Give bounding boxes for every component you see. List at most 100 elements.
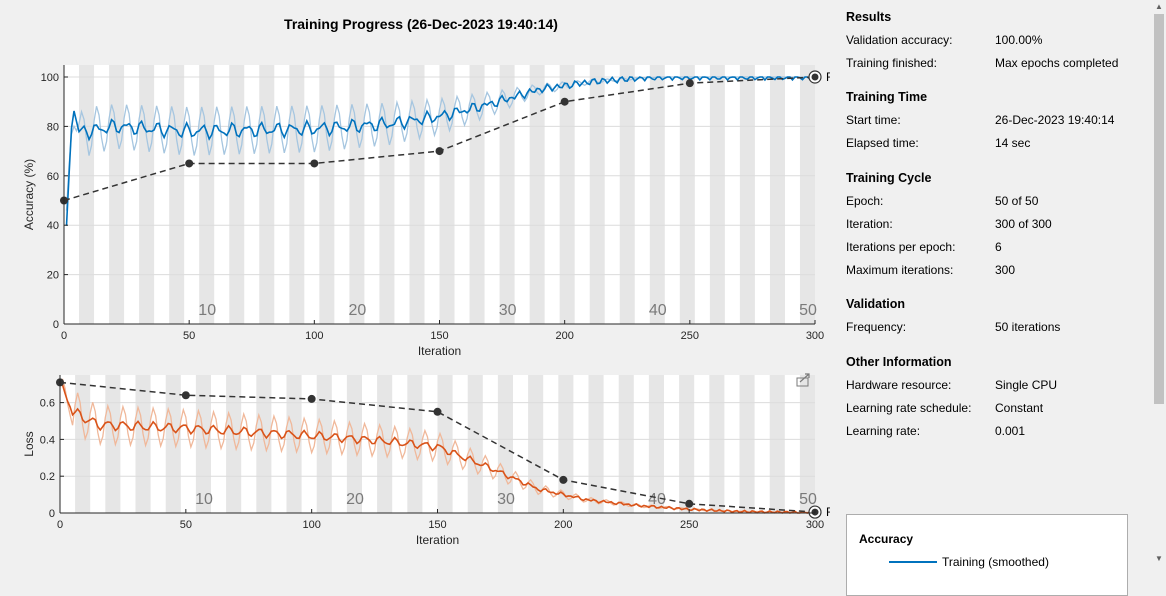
info-label: Maximum iterations:: [846, 263, 954, 277]
legend: Accuracy Training (smoothed): [846, 514, 1128, 596]
validation-point: [685, 499, 694, 508]
validation-point: [185, 159, 194, 168]
legend-title: Accuracy: [859, 532, 914, 546]
epoch-band: [649, 65, 665, 324]
vertical-scrollbar[interactable]: ▲ ▼: [1152, 0, 1166, 568]
y-tick-label: 0.4: [40, 434, 55, 446]
section-title: Validation: [846, 297, 906, 311]
epoch-band: [199, 65, 215, 324]
info-value: 14 sec: [995, 136, 1031, 150]
epoch-band: [467, 375, 483, 513]
x-tick-label: 200: [555, 330, 573, 342]
epoch-label: 20: [346, 491, 364, 508]
validation-point: [559, 475, 568, 484]
epoch-band: [588, 375, 604, 513]
y-tick-label: 0.2: [40, 471, 55, 483]
y-tick-label: 0: [53, 319, 59, 331]
info-value: 6: [995, 240, 1002, 254]
validation-point: [307, 394, 316, 403]
x-axis-label: Iteration: [418, 344, 461, 358]
x-tick-label: 100: [302, 519, 320, 531]
validation-point: [181, 391, 190, 400]
arrow-down-icon[interactable]: ▼: [1155, 554, 1163, 563]
info-label: Learning rate schedule:: [846, 401, 972, 415]
info-value: 50 of 50: [995, 194, 1039, 208]
y-axis-label: Accuracy (%): [22, 159, 36, 230]
epoch-band: [769, 65, 785, 324]
info-value: Single CPU: [995, 378, 1058, 392]
epoch-label: 40: [648, 491, 666, 508]
y-axis-label: Loss: [22, 431, 36, 456]
export-icon[interactable]: [796, 373, 810, 387]
y-tick-label: 60: [47, 171, 59, 183]
x-tick-label: 50: [180, 519, 192, 531]
epoch-label: 10: [198, 302, 216, 319]
epoch-band: [319, 65, 335, 324]
section-title: Training Cycle: [846, 171, 932, 185]
chart-title: Training Progress (26-Dec-2023 19:40:14): [284, 16, 558, 32]
epoch-band: [528, 375, 544, 513]
epoch-band: [469, 65, 485, 324]
epoch-label: 50: [799, 302, 817, 319]
info-label: Iteration:: [846, 217, 893, 231]
epoch-band: [799, 375, 815, 513]
epoch-label: 30: [497, 491, 515, 508]
epoch-band: [139, 65, 155, 324]
info-value: 26-Dec-2023 19:40:14: [995, 113, 1115, 127]
epoch-band: [135, 375, 151, 513]
validation-point: [685, 79, 694, 88]
section-title: Other Information: [846, 355, 952, 369]
x-tick-label: 150: [428, 519, 446, 531]
training-charts: 1020304050Final0501001502002503000204060…: [22, 65, 830, 547]
arrow-up-icon[interactable]: ▲: [1155, 2, 1163, 11]
export-icon-box: [796, 377, 809, 387]
epoch-band: [559, 65, 575, 324]
final-marker-dot: [811, 73, 819, 81]
epoch-band: [105, 375, 121, 513]
y-tick-label: 20: [47, 270, 59, 282]
epoch-band: [379, 65, 395, 324]
epoch-band: [165, 375, 181, 513]
epoch-band: [259, 65, 275, 324]
info-value: 300: [995, 263, 1016, 277]
x-tick-label: 100: [305, 330, 323, 342]
y-tick-label: 0: [49, 508, 55, 520]
info-value: 100.00%: [995, 33, 1043, 47]
epoch-band: [439, 65, 455, 324]
info-value: 50 iterations: [995, 320, 1061, 334]
epoch-band: [499, 65, 515, 324]
epoch-band: [709, 65, 725, 324]
info-label: Start time:: [846, 113, 901, 127]
x-tick-label: 250: [681, 330, 699, 342]
validation-point: [310, 159, 319, 168]
x-tick-label: 200: [554, 519, 572, 531]
info-label: Elapsed time:: [846, 136, 919, 150]
legend-entry: Training (smoothed): [942, 555, 1049, 569]
epoch-label: 10: [195, 491, 213, 508]
validation-point: [433, 407, 442, 416]
epoch-band: [169, 65, 185, 324]
info-label: Epoch:: [846, 194, 884, 208]
epoch-band: [739, 65, 755, 324]
info-value: Constant: [995, 401, 1044, 415]
info-label: Hardware resource:: [846, 378, 952, 392]
epoch-band: [619, 65, 635, 324]
loss-plot: 10 20 30 40 50 Final 0 50 100 150 200 250 300 0 0.2 0.4…: [22, 373, 830, 547]
epoch-band: [589, 65, 605, 324]
x-tick-label: 250: [680, 519, 698, 531]
x-tick-label: 300: [806, 519, 824, 531]
info-value: 0.001: [995, 424, 1026, 438]
section-title: Training Time: [846, 90, 928, 104]
scroll-thumb[interactable]: [1154, 14, 1164, 404]
legend-swatch: [889, 561, 937, 563]
info-panel: Results Validation accuracy: 100.00% Traini…: [846, 0, 1146, 596]
y-tick-label: 80: [47, 121, 59, 133]
epoch-band: [349, 65, 365, 324]
epoch-label: 20: [349, 302, 367, 319]
epoch-band: [618, 375, 634, 513]
epoch-band: [256, 375, 272, 513]
epoch-label: 50: [799, 491, 817, 508]
epoch-band: [109, 65, 125, 324]
epoch-band: [437, 375, 453, 513]
epoch-band: [529, 65, 545, 324]
